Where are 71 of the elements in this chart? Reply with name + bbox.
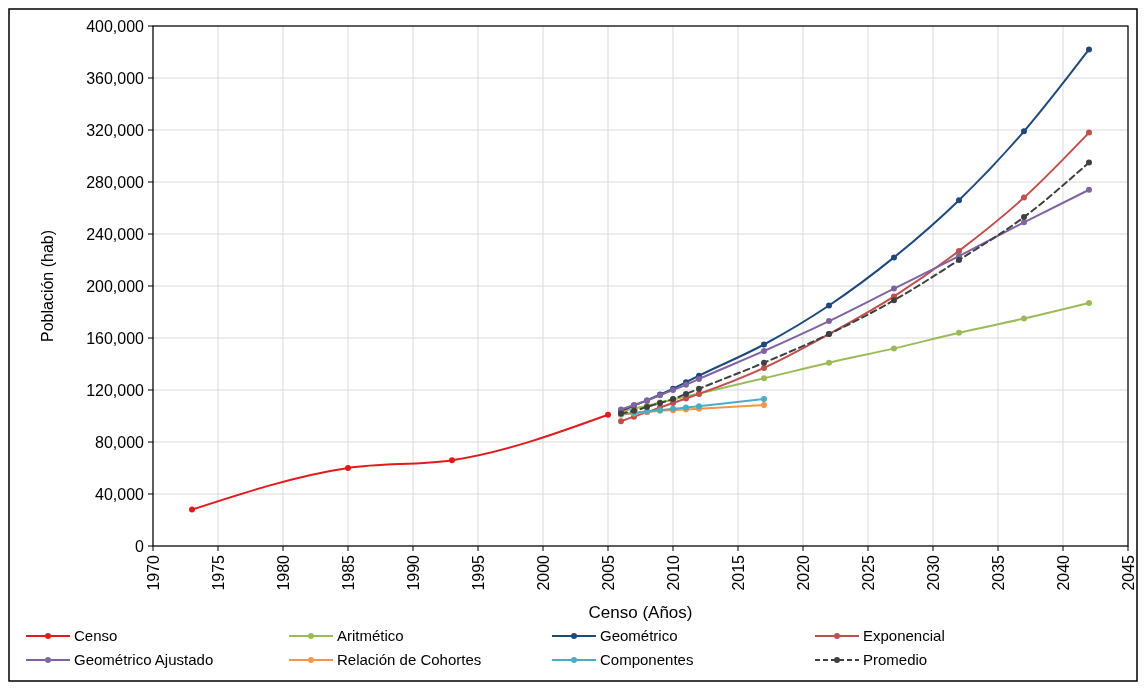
- legend-label: Aritmético: [337, 627, 404, 645]
- point: [345, 465, 351, 471]
- point: [761, 375, 767, 382]
- x-tick-label: 1990: [404, 554, 422, 591]
- legend-label: Geométrico Ajustado: [74, 651, 214, 669]
- y-tick-label: 400,000: [86, 17, 145, 35]
- x-tick-label: 1980: [274, 554, 292, 591]
- y-tick-label: 120,000: [86, 381, 145, 399]
- legend-label: Promedio: [863, 651, 928, 669]
- x-tick-label: 1985: [339, 554, 357, 591]
- point: [605, 411, 611, 418]
- point: [826, 302, 832, 309]
- point: [891, 345, 897, 352]
- x-tick-label: 1995: [469, 554, 487, 591]
- x-tick-label: 2045: [1119, 554, 1137, 591]
- x-tick-label: 2020: [794, 554, 812, 591]
- y-tick-label: 280,000: [86, 173, 145, 191]
- point: [761, 359, 767, 366]
- y-tick-label: 0: [135, 537, 145, 555]
- point: [696, 385, 702, 392]
- point: [761, 396, 767, 403]
- y-tick-label: 240,000: [86, 225, 145, 243]
- point: [761, 341, 767, 348]
- point: [1086, 46, 1092, 53]
- x-tick-label: 2000: [534, 554, 552, 591]
- point: [956, 247, 962, 254]
- point: [1021, 214, 1027, 221]
- y-tick-label: 200,000: [86, 277, 145, 295]
- point: [1021, 315, 1027, 322]
- point: [1021, 128, 1027, 135]
- x-tick-label: 1975: [209, 554, 227, 591]
- x-tick-label: 1970: [144, 554, 162, 591]
- legend-label: Componentes: [600, 651, 694, 669]
- x-tick-label: 2010: [664, 554, 682, 591]
- legend-label: Censo: [74, 627, 118, 645]
- point: [891, 297, 897, 304]
- point: [891, 254, 897, 261]
- y-tick-label: 160,000: [86, 329, 145, 347]
- point: [956, 197, 962, 204]
- point: [1086, 129, 1092, 136]
- x-tick-label: 2025: [859, 554, 877, 591]
- point: [826, 359, 832, 366]
- legend-label: Geométrico: [600, 627, 678, 645]
- point: [1021, 194, 1027, 201]
- x-tick-label: 2035: [989, 554, 1007, 591]
- point: [826, 318, 832, 325]
- point: [761, 348, 767, 354]
- point: [449, 457, 455, 464]
- point: [956, 329, 962, 336]
- legend-label: Exponencial: [863, 627, 945, 645]
- point: [956, 257, 962, 263]
- point: [1021, 219, 1027, 226]
- x-tick-label: 2030: [924, 554, 942, 591]
- legend-label: Relación de Cohortes: [337, 651, 482, 669]
- x-tick-label: 2015: [729, 554, 747, 591]
- point: [1086, 299, 1092, 306]
- y-tick-label: 40,000: [95, 485, 145, 503]
- point: [1086, 186, 1092, 193]
- point: [761, 401, 767, 408]
- x-tick-label: 2040: [1054, 554, 1072, 591]
- point: [189, 506, 195, 513]
- y-tick-label: 360,000: [86, 69, 145, 87]
- point: [891, 285, 897, 292]
- point: [1086, 159, 1092, 166]
- point: [761, 364, 767, 371]
- x-axis-title: Censo (Años): [588, 603, 693, 622]
- y-tick-label: 320,000: [86, 121, 145, 139]
- y-tick-label: 80,000: [95, 433, 145, 451]
- x-tick-label: 2005: [599, 554, 617, 591]
- point: [618, 418, 624, 425]
- y-axis-title: Población (hab): [39, 229, 56, 343]
